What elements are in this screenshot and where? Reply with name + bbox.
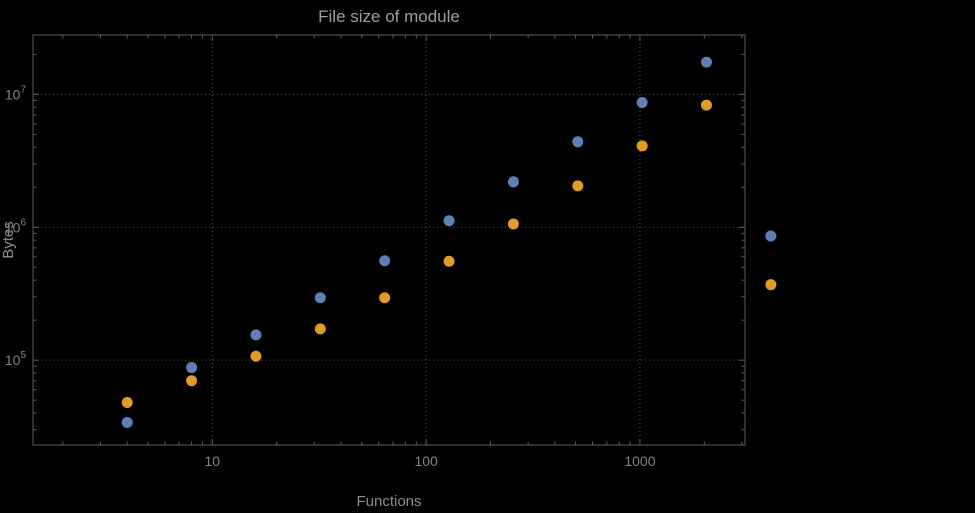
data-point bbox=[121, 397, 133, 409]
data-point bbox=[636, 96, 648, 108]
plot-frame bbox=[32, 34, 746, 446]
gridlines bbox=[33, 35, 745, 445]
data-point bbox=[443, 255, 455, 267]
data-point bbox=[507, 218, 519, 230]
x-tick-label: 10 bbox=[205, 453, 221, 469]
y-axis-label: Bytes bbox=[0, 221, 17, 259]
data-point bbox=[765, 230, 777, 242]
data-point bbox=[186, 362, 198, 374]
data-point bbox=[701, 99, 713, 111]
data-point bbox=[121, 416, 133, 428]
data-point bbox=[443, 215, 455, 227]
y-tick-label: 105 bbox=[5, 350, 27, 368]
data-point bbox=[186, 375, 198, 387]
data-point bbox=[314, 323, 326, 335]
data-point bbox=[507, 176, 519, 188]
data-point bbox=[765, 279, 777, 291]
data-point bbox=[701, 56, 713, 68]
data-point bbox=[572, 180, 584, 192]
x-tick-label: 1000 bbox=[624, 453, 655, 469]
series-blue-points bbox=[121, 56, 777, 428]
axis-ticks bbox=[33, 35, 745, 445]
data-point bbox=[379, 255, 391, 267]
data-points bbox=[121, 56, 777, 428]
data-point bbox=[250, 329, 262, 341]
chart-title: File size of module bbox=[318, 7, 460, 26]
x-axis-label: Functions bbox=[356, 493, 421, 510]
series-orange-points bbox=[121, 99, 777, 409]
y-tick-label: 107 bbox=[5, 84, 27, 102]
data-point bbox=[250, 350, 262, 362]
data-point bbox=[314, 292, 326, 304]
data-point bbox=[636, 140, 648, 152]
data-point bbox=[379, 292, 391, 304]
x-tick-label: 100 bbox=[414, 453, 438, 469]
data-point bbox=[572, 136, 584, 148]
